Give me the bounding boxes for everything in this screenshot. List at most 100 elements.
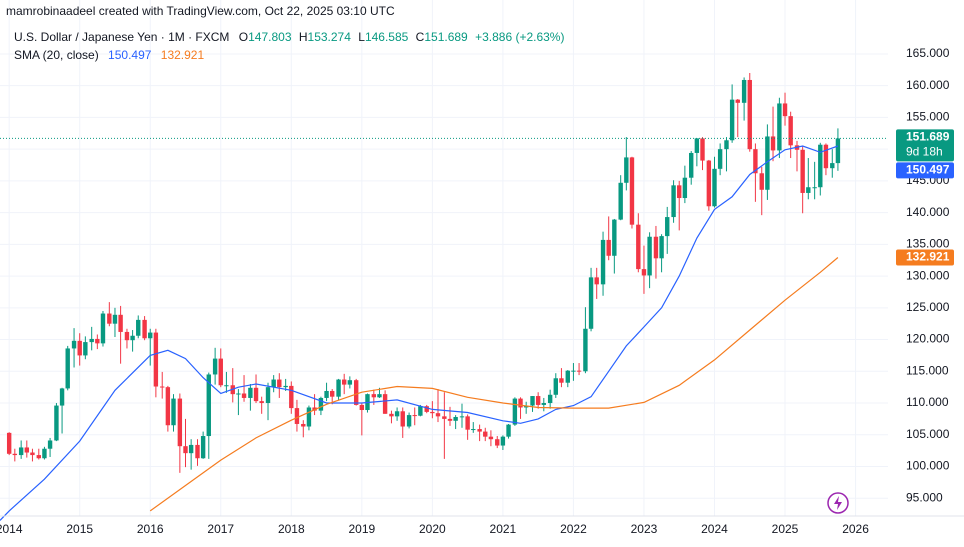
candle-body <box>347 380 353 385</box>
candle-body <box>195 444 200 459</box>
x-tick-label: 2014 <box>0 522 23 536</box>
candle-body <box>265 387 271 404</box>
candle-body <box>618 182 623 220</box>
candle-body <box>59 388 65 406</box>
last-price-tag <box>896 129 954 162</box>
candle-body <box>759 173 764 190</box>
candle-body <box>124 331 130 341</box>
candle-body <box>253 387 259 402</box>
candle-body <box>753 149 758 174</box>
candle-body <box>71 340 77 349</box>
candle-body <box>36 455 41 459</box>
candle-body <box>318 397 324 411</box>
candle-body <box>324 390 329 398</box>
candle-body <box>171 398 176 426</box>
candle-body <box>30 452 35 456</box>
x-tick-label: 2017 <box>207 522 234 536</box>
x-tick-label: 2015 <box>66 522 93 536</box>
candle-body <box>488 436 494 440</box>
candle-body <box>112 314 118 324</box>
candle-body <box>641 269 647 276</box>
candle-body <box>330 390 335 397</box>
candle-body <box>677 185 682 199</box>
candle-body <box>706 160 712 207</box>
candle-body <box>336 379 341 397</box>
x-tick-label: 2026 <box>842 522 869 536</box>
ohlc-label: O <box>239 30 248 44</box>
countdown: 9d 18h <box>906 145 943 159</box>
candle-body <box>782 103 788 117</box>
candle-body <box>547 394 553 404</box>
y-tick-label: 95.000 <box>906 490 943 504</box>
candle-body <box>612 219 617 256</box>
candle-body <box>800 149 805 193</box>
candle-body <box>689 152 694 178</box>
candle-body <box>600 239 606 285</box>
indicator-value: 132.921 <box>161 48 205 62</box>
candle-body <box>412 415 417 417</box>
candle-body <box>54 405 59 441</box>
lightning-button[interactable] <box>827 492 849 514</box>
ohlc-label: H <box>299 30 308 44</box>
candle-body <box>12 453 18 456</box>
candle-body <box>118 314 123 332</box>
candle-body <box>770 136 776 151</box>
candle-body <box>559 378 564 383</box>
candle-body <box>518 398 523 408</box>
candle-body <box>583 328 588 372</box>
candle-body <box>777 103 782 151</box>
candle-body <box>500 436 506 446</box>
y-tick-label: 160.000 <box>906 78 950 92</box>
x-tick-label: 2019 <box>348 522 375 536</box>
y-tick-label: 130.000 <box>906 268 950 282</box>
candle-body <box>394 411 400 417</box>
x-tick-label: 2018 <box>278 522 305 536</box>
y-tick-label: 110.000 <box>906 395 949 409</box>
candle-body <box>107 313 112 324</box>
candle-body <box>735 99 740 103</box>
ohlc-label: L <box>358 30 365 44</box>
candle-body <box>241 393 247 398</box>
candle-body <box>42 448 47 459</box>
candle-body <box>624 157 629 183</box>
candle-body <box>301 423 306 427</box>
x-tick-label: 2022 <box>560 522 587 536</box>
sma-line <box>0 145 839 521</box>
indicator-tag-label: 132.921 <box>906 250 950 264</box>
y-tick-label: 140.000 <box>906 205 950 219</box>
candle-body <box>506 424 511 437</box>
candle-body <box>271 379 276 388</box>
candle-body <box>629 157 635 225</box>
ohlc-value: 146.585 <box>365 30 409 44</box>
candle-body <box>259 401 264 404</box>
candle-body <box>289 385 294 409</box>
candle-body <box>177 398 183 447</box>
candle-body <box>218 358 223 386</box>
candle-body <box>183 446 188 454</box>
candle-body <box>729 99 735 141</box>
candle-body <box>653 236 659 259</box>
candle-body <box>83 342 88 356</box>
x-tick-label: 2023 <box>631 522 658 536</box>
indicator-tag <box>896 162 954 179</box>
candle-body <box>717 149 723 169</box>
candle-body <box>65 348 70 389</box>
candle-body <box>747 79 752 150</box>
candle-body <box>341 379 347 385</box>
last-price-label: 151.689 <box>906 130 950 144</box>
candle-body <box>424 406 429 412</box>
change: +3.886 (+2.63%) <box>475 30 564 44</box>
y-tick-label: 105.000 <box>906 427 950 441</box>
candle-body <box>130 335 135 341</box>
candle-body <box>294 408 300 424</box>
lightning-icon[interactable] <box>834 496 842 510</box>
candle-body <box>535 396 541 405</box>
candle-body <box>142 319 147 339</box>
y-tick-label: 135.000 <box>906 237 950 251</box>
candle-body <box>606 239 611 256</box>
x-tick-label: 2025 <box>772 522 799 536</box>
candle-body <box>483 431 488 437</box>
candle-body <box>647 236 652 276</box>
candle-body <box>442 416 447 419</box>
symbol-legend: U.S. Dollar / Japanese Yen · 1M · FXCM O… <box>14 30 564 44</box>
